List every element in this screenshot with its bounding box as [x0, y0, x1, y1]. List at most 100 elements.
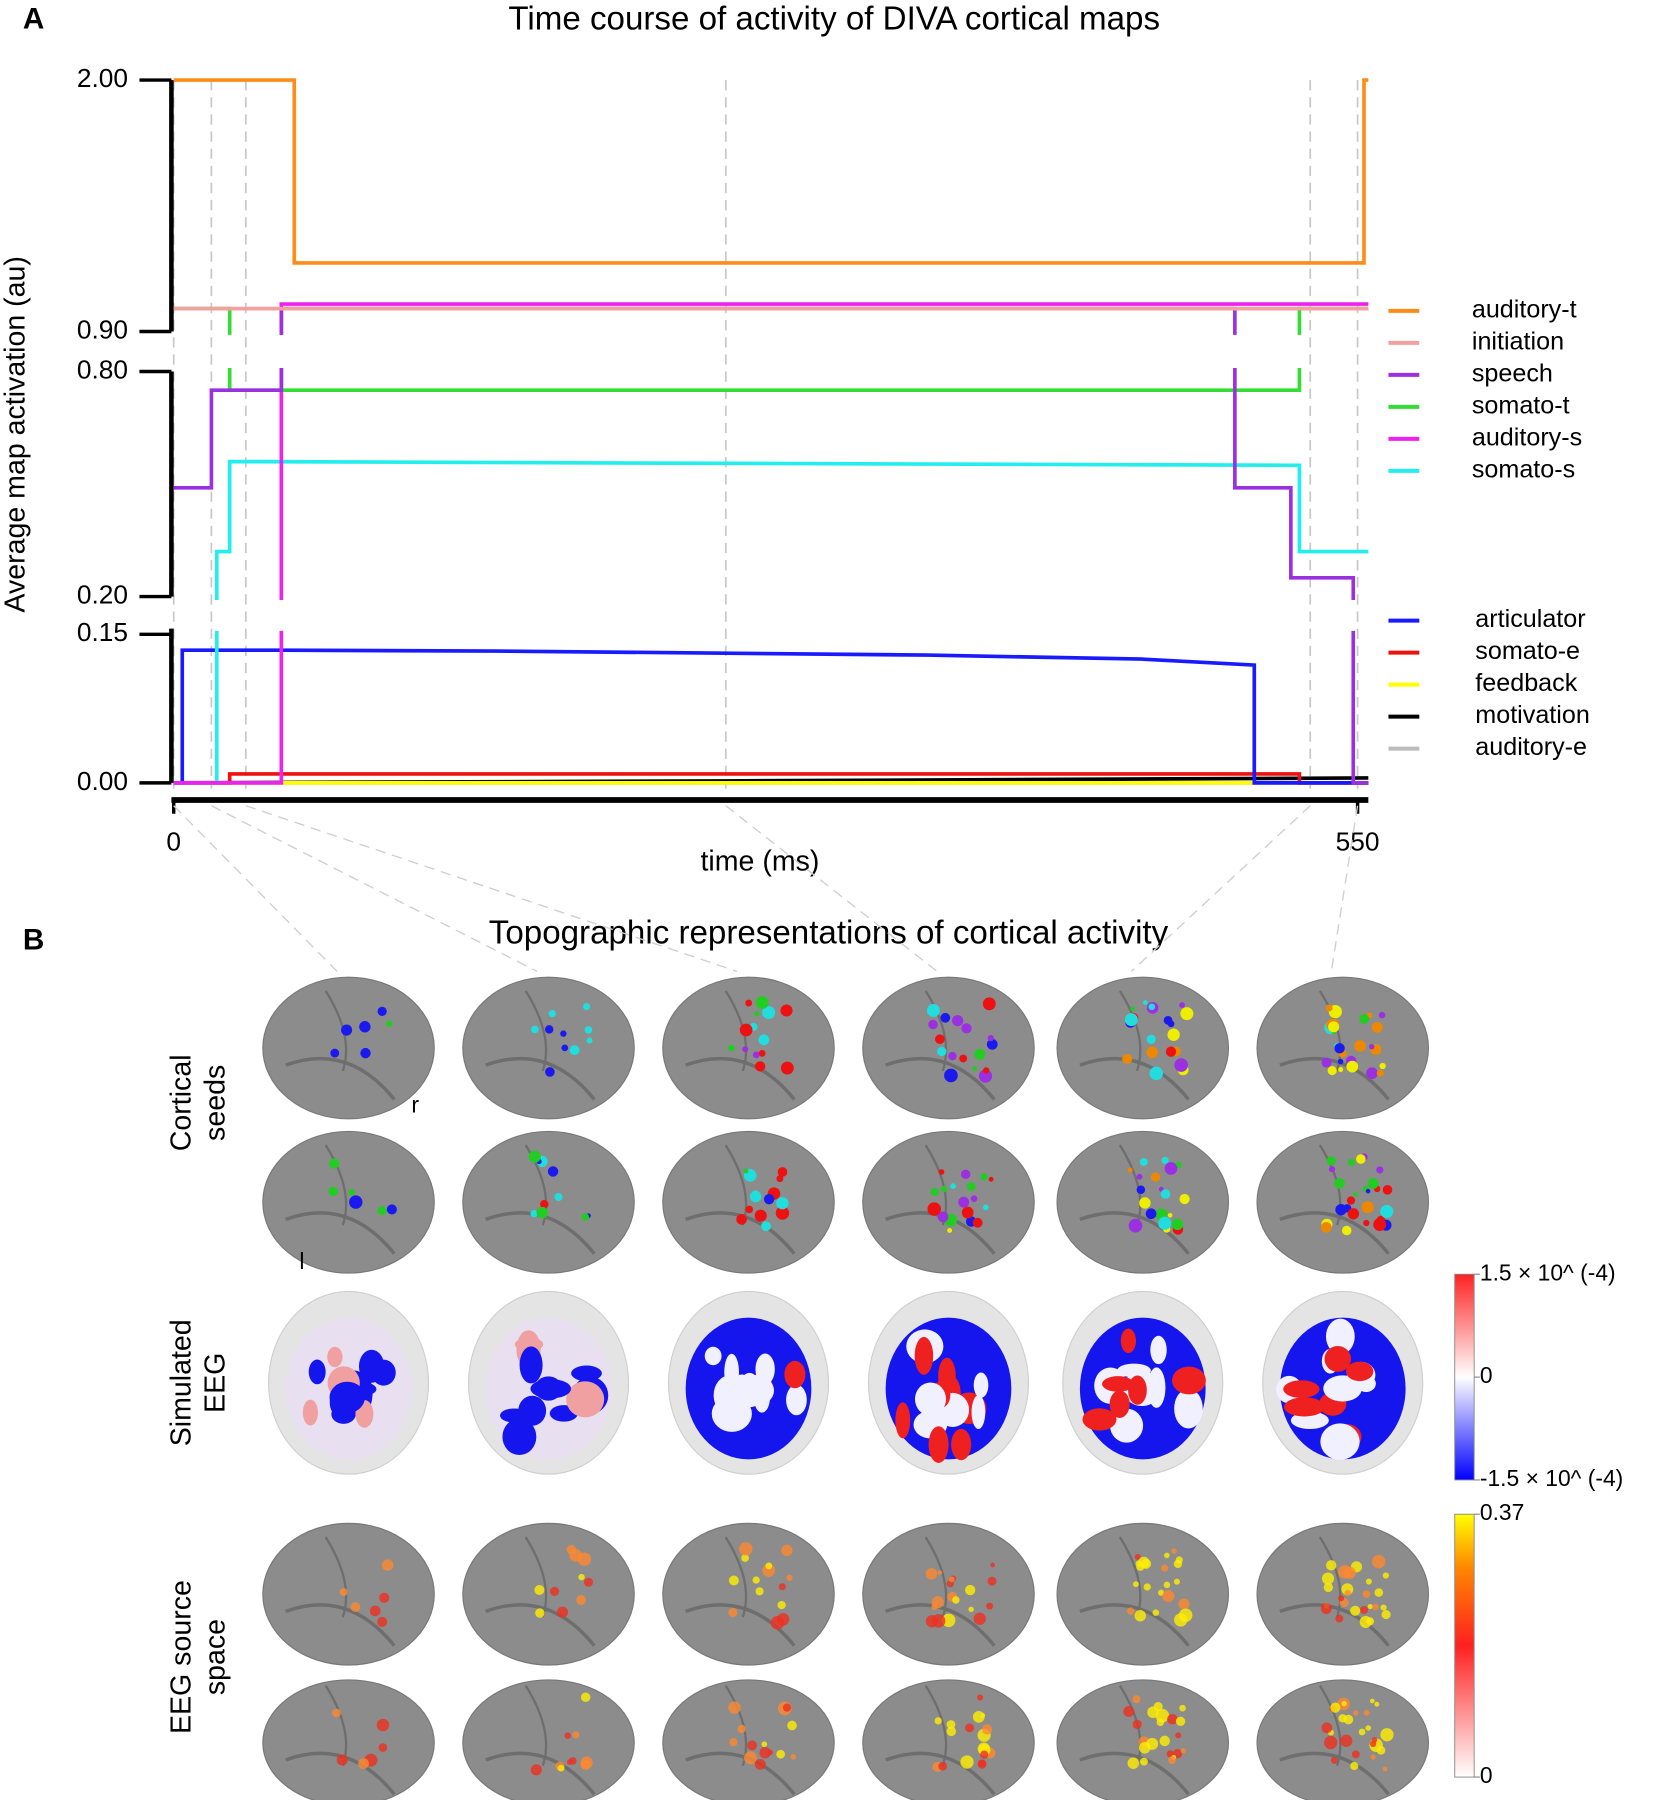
activity-spot [1163, 1581, 1171, 1589]
brain [462, 1522, 635, 1666]
activity-spot [1134, 1553, 1141, 1560]
activity-spot [1146, 1034, 1156, 1044]
activity-spot [754, 1011, 760, 1017]
activity-spot [961, 1023, 972, 1034]
colorbar [1454, 1273, 1475, 1481]
activity-spot [556, 1606, 569, 1618]
activity-spot [377, 1206, 387, 1216]
activity-spot [1140, 1757, 1148, 1766]
series-line [279, 368, 284, 601]
activity-spot [778, 1583, 786, 1591]
scalp-blob [1128, 1375, 1147, 1405]
activity-spot [986, 1038, 998, 1050]
series-line [174, 409, 1369, 537]
activity-spot [1127, 1757, 1140, 1769]
brain [862, 976, 1035, 1120]
activity-spot [1382, 1185, 1393, 1195]
activity-spot [728, 1044, 735, 1052]
legend-label: articulator [1475, 605, 1585, 633]
scalp-blob [1284, 1397, 1325, 1417]
activity-spot [1148, 1003, 1156, 1011]
panel-b-title: Topographic representations of cortical … [489, 915, 1169, 952]
activity-spot [336, 1754, 348, 1766]
activity-spot [1158, 1216, 1172, 1230]
activity-spot [1161, 1564, 1169, 1572]
activity-spot [1340, 1734, 1353, 1747]
brain-sulcus [324, 1144, 348, 1226]
activity-spot [925, 1568, 938, 1580]
activity-spot [1325, 1004, 1333, 1012]
activity-spot [377, 1006, 387, 1017]
scalp-blob [928, 1426, 949, 1463]
activity-spot [1376, 1069, 1384, 1077]
activity-spot [940, 1185, 948, 1193]
series-line [173, 630, 284, 785]
chart-title: Time course of activity of DIVA cortical… [508, 0, 1160, 37]
activity-spot [787, 1720, 797, 1731]
activity-spot [1156, 1718, 1165, 1727]
activity-spot [1374, 1588, 1384, 1597]
activity-spot [350, 1602, 361, 1612]
activity-spot [547, 1166, 559, 1177]
activity-spot [1150, 1172, 1161, 1182]
activity-spot [560, 1030, 567, 1037]
activity-spot [780, 1004, 793, 1017]
scalp-blob [1323, 1375, 1362, 1402]
activity-spot [977, 1759, 987, 1769]
activity-spot [379, 1592, 390, 1603]
scalp-blob [737, 1375, 775, 1406]
activity-spot [1145, 1208, 1157, 1220]
activity-spot [759, 1746, 771, 1759]
activity-spot [941, 1613, 956, 1628]
activity-spot [776, 1749, 786, 1759]
connector-line [245, 805, 738, 973]
brain [862, 1130, 1035, 1274]
activity-spot [968, 1606, 974, 1613]
activity-spot [329, 1158, 340, 1169]
legend-label: somato-t [1472, 392, 1570, 420]
activity-spot [782, 1703, 792, 1712]
activity-spot [1343, 1714, 1354, 1725]
series-line [173, 630, 219, 785]
brain-sulcus [324, 1536, 348, 1618]
activity-spot [561, 1044, 569, 1052]
activity-spot [1338, 1595, 1345, 1602]
activity-spot [1382, 1766, 1388, 1772]
activity-spot [786, 1574, 793, 1581]
scalp-blob [786, 1384, 807, 1416]
brain [1056, 976, 1230, 1120]
activity-spot [966, 1182, 976, 1191]
brain-sulcus [1118, 1536, 1142, 1618]
activity-spot [1321, 1057, 1332, 1068]
activity-spot [578, 1573, 585, 1581]
activity-spot [1380, 1728, 1394, 1742]
colorbar-label: 0.37 [1480, 1499, 1524, 1525]
activity-spot [572, 1731, 580, 1739]
activity-spot [1130, 1006, 1135, 1011]
activity-spot [937, 1211, 949, 1223]
activity-spot [754, 1061, 766, 1072]
activity-spot [1359, 1014, 1370, 1024]
activity-spot [1330, 1702, 1341, 1713]
activity-spot [548, 1009, 556, 1018]
activity-spot [1328, 1166, 1336, 1173]
hemisphere-label: r [411, 1091, 419, 1117]
activity-spot [934, 1717, 942, 1725]
series-line [279, 302, 1369, 335]
activity-spot [754, 1759, 766, 1770]
activity-spot [761, 1741, 768, 1748]
activity-spot [980, 1173, 988, 1181]
activity-spot [927, 1202, 941, 1216]
scalp-blob [1150, 1335, 1167, 1365]
activity-spot [540, 1200, 549, 1209]
legend-label: auditory-t [1472, 296, 1577, 324]
activity-spot [1346, 1060, 1359, 1073]
activity-spot [946, 1720, 956, 1729]
activity-spot [1330, 1757, 1338, 1764]
scalp-blob [329, 1381, 365, 1414]
activity-spot [937, 1046, 947, 1057]
activity-spot [1367, 1604, 1373, 1610]
activity-spot [1320, 1221, 1332, 1233]
activity-spot [761, 1221, 771, 1232]
activity-spot [1143, 1583, 1151, 1591]
